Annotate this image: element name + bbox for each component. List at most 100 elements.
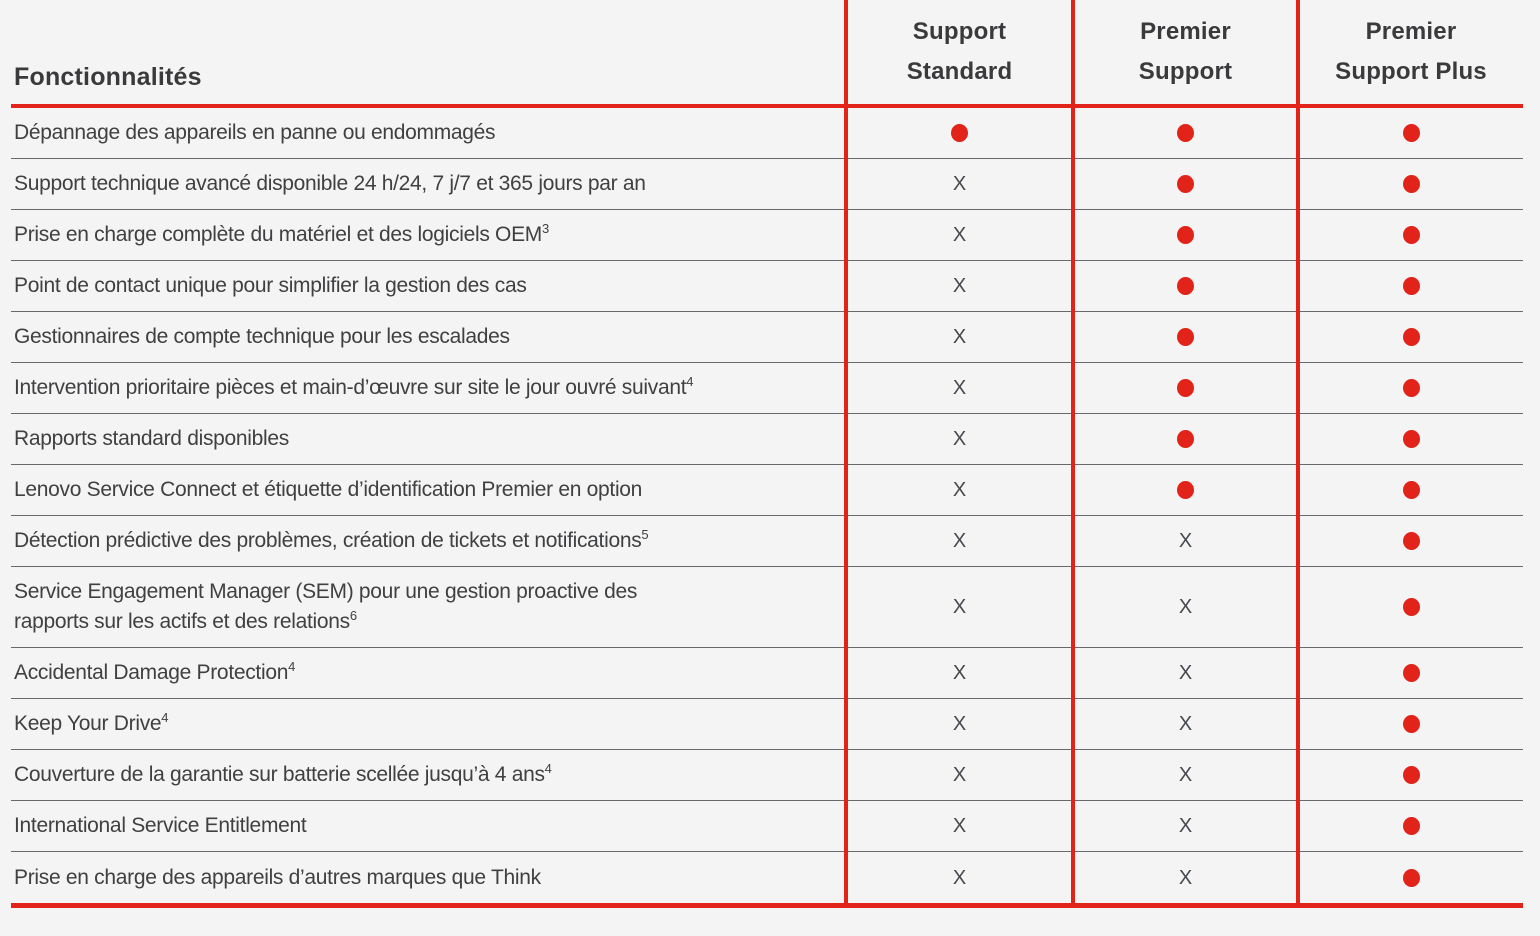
feature-label: Intervention prioritaire pièces et main-…	[11, 363, 846, 413]
table-row: Couverture de la garantie sur batterie s…	[11, 750, 1523, 801]
plan-cell	[1298, 312, 1524, 362]
table-row: Intervention prioritaire pièces et main-…	[11, 363, 1523, 414]
feature-label-text: Dépannage des appareils en panne ou endo…	[14, 121, 496, 144]
included-dot-icon	[1177, 481, 1194, 499]
not-included-x-mark: X	[952, 764, 967, 786]
plan-cell	[1298, 108, 1524, 158]
feature-label-text: Keep Your Drive	[14, 712, 162, 735]
column-divider-line	[1071, 0, 1075, 903]
not-included-x-mark: X	[952, 530, 967, 552]
table-body: Dépannage des appareils en panne ou endo…	[11, 108, 1523, 903]
included-dot-icon	[1402, 175, 1420, 193]
not-included-x-mark: X	[1178, 815, 1193, 837]
plan-cell	[1298, 567, 1524, 647]
footnote-superscript: 4	[544, 761, 552, 776]
not-included-x-mark: X	[952, 815, 967, 837]
features-header-label: Fonctionnalités	[14, 63, 202, 91]
feature-label-text: rapports sur les actifs et des relations	[14, 610, 350, 633]
feature-label: Accidental Damage Protection4	[11, 648, 846, 698]
plan-cell: X	[1073, 750, 1298, 800]
feature-label-text: Couverture de la garantie sur batterie s…	[14, 763, 545, 786]
column-header-premier-support-plus: Premier Support Plus	[1298, 0, 1524, 104]
footnote-superscript: 3	[542, 221, 549, 236]
included-dot-icon	[1177, 226, 1194, 244]
feature-label-text: Prise en charge des appareils d’autres m…	[14, 865, 541, 889]
plan-cell: X	[1073, 567, 1298, 647]
plan-cell	[1298, 261, 1524, 311]
plan-cell	[1298, 852, 1524, 903]
table-row: Dépannage des appareils en panne ou endo…	[11, 108, 1523, 159]
plan-cell: X	[1073, 801, 1298, 851]
table-row: Gestionnaires de compte technique pour l…	[11, 312, 1523, 363]
feature-label-text: Gestionnaires de compte technique pour l…	[14, 325, 510, 348]
included-dot-icon	[951, 124, 968, 142]
plan-cell: X	[846, 699, 1073, 749]
plan-cell: X	[1073, 699, 1298, 749]
footnote-superscript: 4	[288, 659, 296, 674]
plan-cell	[1298, 210, 1524, 260]
included-dot-icon	[1402, 328, 1420, 346]
feature-label: Dépannage des appareils en panne ou endo…	[11, 108, 846, 158]
table-row: Keep Your Drive4 X X	[11, 699, 1523, 750]
features-column-header: Fonctionnalités	[11, 0, 846, 104]
plan-cell	[1298, 159, 1524, 209]
table-row: Prise en charge complète du matériel et …	[11, 210, 1523, 261]
included-dot-icon	[1402, 715, 1420, 733]
plan-cell: X	[846, 750, 1073, 800]
column-header-line: Premier	[1365, 18, 1457, 45]
plan-cell	[1298, 699, 1524, 749]
plan-cell: X	[846, 363, 1073, 413]
feature-label-text: Service Engagement Manager (SEM) pour un…	[14, 580, 638, 603]
included-dot-icon	[1177, 124, 1194, 142]
column-header-line: Premier	[1140, 18, 1231, 45]
plan-cell	[846, 108, 1073, 158]
plan-cell	[1073, 363, 1298, 413]
included-dot-icon	[1402, 124, 1420, 142]
plan-cell: X	[846, 516, 1073, 566]
not-included-x-mark: X	[952, 713, 967, 735]
table-row: Prise en charge des appareils d’autres m…	[11, 852, 1523, 903]
table-row: International Service Entitlement X X	[11, 801, 1523, 852]
plan-cell	[1298, 363, 1524, 413]
feature-label-text: Support technique avancé disponible 24 h…	[14, 172, 646, 195]
column-header-support-standard: Support Standard	[846, 0, 1073, 104]
plan-cell: X	[846, 648, 1073, 698]
plan-cell	[1073, 210, 1298, 260]
column-header-line: Support Plus	[1335, 58, 1487, 85]
plan-cell: X	[1073, 648, 1298, 698]
feature-label: Prise en charge complète du matériel et …	[11, 210, 846, 260]
included-dot-icon	[1402, 379, 1420, 397]
table-row: Rapports standard disponibles X	[11, 414, 1523, 465]
plan-cell	[1073, 414, 1298, 464]
plan-cell: X	[846, 852, 1073, 903]
plan-cell	[1073, 261, 1298, 311]
included-dot-icon	[1177, 277, 1194, 295]
included-dot-icon	[1177, 379, 1194, 397]
table-header-row: Fonctionnalités Support Standard Premier…	[11, 0, 1523, 108]
column-header-line: Support	[912, 18, 1007, 45]
not-included-x-mark: X	[1178, 662, 1193, 684]
column-header-line: Standard	[906, 58, 1013, 85]
plan-cell	[1073, 312, 1298, 362]
feature-label-text: Lenovo Service Connect et étiquette d’id…	[14, 478, 643, 501]
table-row: Détection prédictive des problèmes, créa…	[11, 516, 1523, 567]
included-dot-icon	[1402, 532, 1420, 550]
not-included-x-mark: X	[1178, 866, 1193, 889]
not-included-x-mark: X	[952, 326, 967, 348]
feature-label: Rapports standard disponibles	[11, 414, 846, 464]
table-row: Service Engagement Manager (SEM) pour un…	[11, 567, 1523, 648]
feature-label-text: Accidental Damage Protection	[14, 661, 289, 684]
feature-label: Point de contact unique pour simplifier …	[11, 261, 846, 311]
plan-cell: X	[846, 414, 1073, 464]
table-row: Lenovo Service Connect et étiquette d’id…	[11, 465, 1523, 516]
plan-cell	[1298, 750, 1524, 800]
not-included-x-mark: X	[952, 377, 967, 399]
footnote-superscript: 4	[686, 374, 694, 389]
not-included-x-mark: X	[1178, 530, 1193, 552]
plan-cell: X	[846, 159, 1073, 209]
included-dot-icon	[1402, 868, 1420, 887]
plan-cell: X	[1073, 852, 1298, 903]
plan-cell	[1073, 159, 1298, 209]
plan-cell	[1298, 414, 1524, 464]
included-dot-icon	[1402, 481, 1420, 499]
